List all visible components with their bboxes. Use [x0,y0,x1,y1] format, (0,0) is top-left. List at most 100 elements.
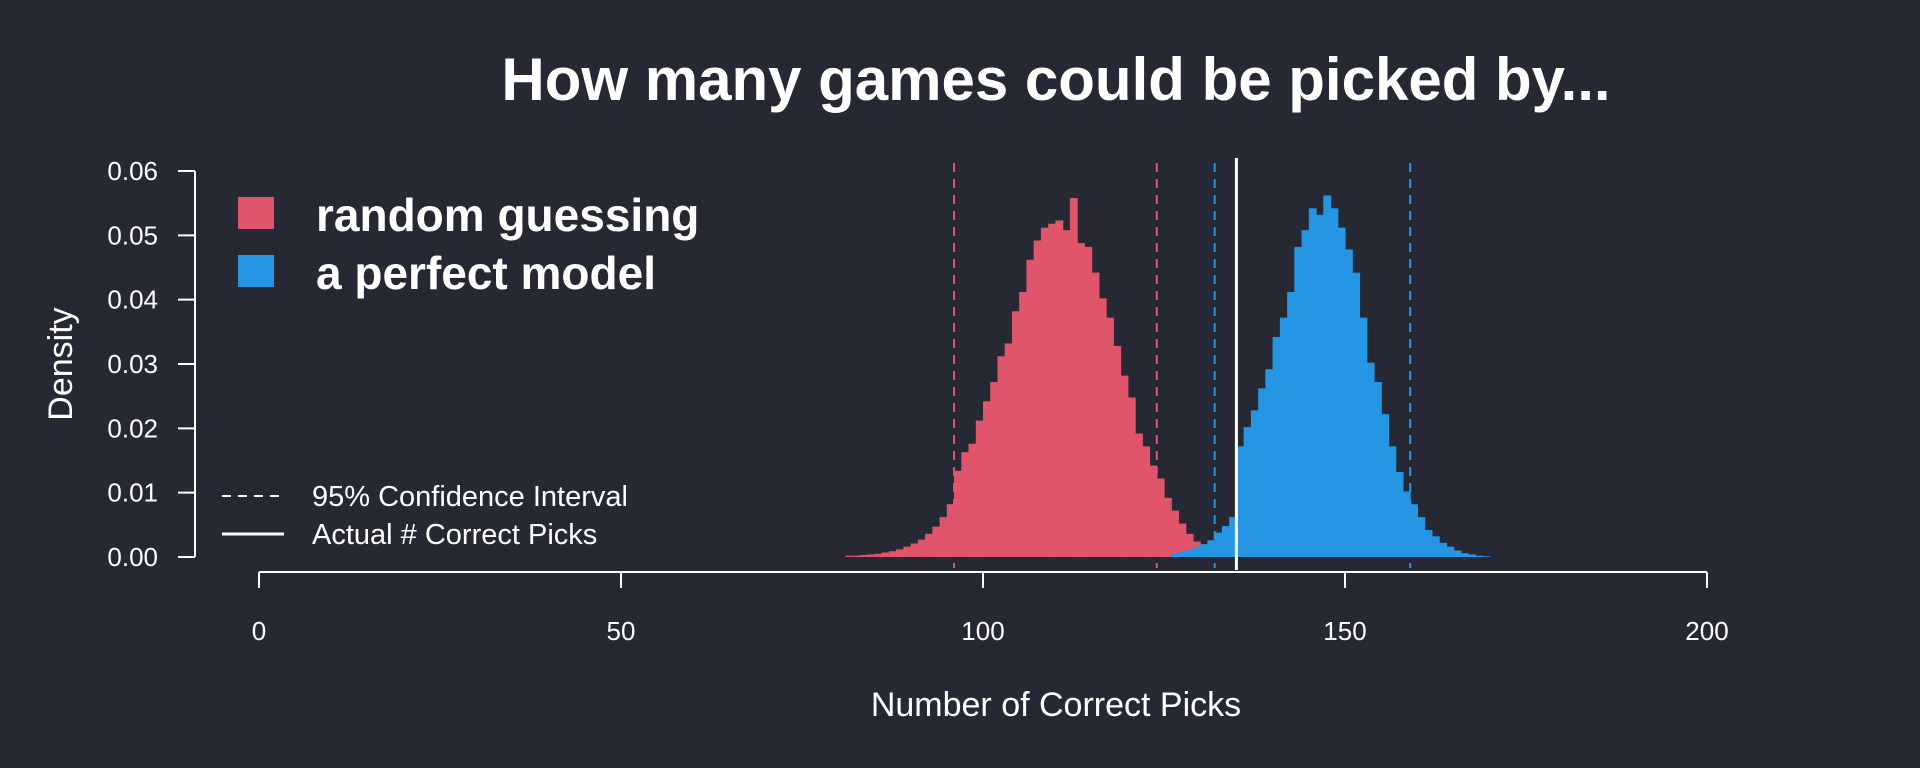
bar-a-perfect-model-159 [1410,504,1418,557]
bar-a-perfect-model-153 [1366,362,1375,557]
bar-random-guessing-108 [1040,227,1049,558]
bar-random-guessing-95 [946,504,955,557]
bar-random-guessing-97 [961,452,970,557]
bar-a-perfect-model-149 [1337,227,1346,558]
bar-a-perfect-model-164 [1446,546,1455,557]
x-axis: 0 50 100 150 200 [252,571,1729,646]
bar-a-perfect-model-128 [1185,549,1194,557]
bar-random-guessing-101 [990,382,999,557]
legend-series: random guessing a perfect model [238,189,699,299]
bar-a-perfect-model-130 [1200,544,1209,557]
bar-a-perfect-model-160 [1417,517,1426,557]
bar-a-perfect-model-142 [1287,291,1295,557]
y-tick-label: 0.01 [107,478,158,508]
bar-a-perfect-model-132 [1214,532,1223,557]
bar-random-guessing-82 [852,555,861,557]
legend-label-perfect-model: a perfect model [316,247,656,299]
legend-swatch-perfect-model [238,255,274,287]
bar-random-guessing-115 [1091,272,1100,557]
bar-a-perfect-model-146 [1316,214,1324,557]
bar-random-guessing-92 [925,533,933,557]
bar-random-guessing-121 [1135,433,1143,557]
bar-a-perfect-model-169 [1482,556,1491,557]
bar-a-perfect-model-144 [1301,230,1310,557]
bar-a-perfect-model-145 [1308,208,1317,557]
bar-a-perfect-model-151 [1352,272,1361,557]
bar-random-guessing-122 [1142,446,1151,557]
bar-random-guessing-127 [1178,523,1187,557]
bar-a-perfect-model-140 [1272,336,1281,557]
bar-a-perfect-model-137 [1250,410,1259,557]
reference-lines [953,158,1412,570]
bar-random-guessing-84 [867,554,875,557]
bar-a-perfect-model-150 [1345,249,1353,558]
bar-random-guessing-109 [1048,223,1056,557]
bar-random-guessing-90 [910,543,919,557]
x-tick-label: 0 [252,616,266,646]
bar-random-guessing-89 [903,546,912,557]
y-tick-label: 0.03 [107,349,158,379]
y-tick-label: 0.05 [107,220,158,250]
y-tick-label: 0.04 [107,285,158,315]
legend-label-ci: 95% Confidence Interval [312,481,628,513]
bar-a-perfect-model-158 [1402,491,1411,557]
bar-a-perfect-model-161 [1424,529,1433,557]
bar-random-guessing-126 [1171,510,1180,557]
bar-random-guessing-119 [1120,375,1129,557]
bar-random-guessing-104 [1011,311,1020,557]
bar-a-perfect-model-133 [1221,526,1230,557]
bar-a-perfect-model-126 [1171,553,1180,557]
bar-random-guessing-94 [939,517,948,557]
bar-random-guessing-116 [1098,298,1107,557]
bar-a-perfect-model-148 [1330,208,1339,557]
x-axis-label: Number of Correct Picks [871,686,1241,724]
bar-random-guessing-118 [1113,345,1122,557]
bar-random-guessing-83 [859,555,868,557]
bar-random-guessing-112 [1069,198,1078,557]
y-tick-label: 0.02 [107,413,158,443]
x-tick-label: 50 [607,616,636,646]
bar-a-perfect-model-167 [1468,554,1476,557]
bar-a-perfect-model-143 [1294,246,1303,557]
bar-random-guessing-99 [975,420,984,557]
bar-random-guessing-114 [1084,246,1093,557]
y-tick-label: 0.00 [107,542,158,572]
bar-a-perfect-model-162 [1431,536,1440,557]
bar-random-guessing-86 [881,552,890,557]
bar-a-perfect-model-131 [1207,540,1216,557]
bar-a-perfect-model-139 [1265,369,1274,557]
bar-a-perfect-model-127 [1178,551,1187,557]
bar-random-guessing-105 [1019,291,1028,557]
bar-random-guessing-128 [1185,533,1194,557]
bar-random-guessing-107 [1033,240,1042,558]
bar-a-perfect-model-136 [1243,427,1252,557]
bar-a-perfect-model-163 [1439,542,1447,557]
legend-swatch-random-guessing [238,197,274,229]
bar-random-guessing-93 [932,526,941,557]
bar-random-guessing-87 [888,551,897,557]
histogram-bars [845,195,1491,558]
bar-a-perfect-model-134 [1229,517,1237,557]
bar-a-perfect-model-141 [1279,317,1288,557]
y-axis: 0.00 0.01 0.02 0.03 0.04 0.05 0.06 [107,156,196,572]
bar-random-guessing-106 [1026,259,1035,557]
bar-random-guessing-85 [874,553,883,557]
bar-a-perfect-model-138 [1258,388,1266,557]
bar-a-perfect-model-129 [1192,546,1201,557]
bar-random-guessing-102 [997,356,1006,557]
bar-a-perfect-model-156 [1388,446,1397,557]
bar-random-guessing-125 [1164,497,1172,557]
bar-random-guessing-120 [1127,397,1136,557]
bar-a-perfect-model-166 [1460,553,1469,557]
bar-random-guessing-111 [1062,230,1071,557]
bar-a-perfect-model-152 [1359,317,1368,557]
y-axis-label: Density [42,307,80,420]
bar-random-guessing-117 [1106,317,1114,557]
y-tick-label: 0.06 [107,156,158,186]
bar-random-guessing-123 [1149,465,1158,557]
bar-random-guessing-103 [1004,343,1013,557]
bar-a-perfect-model-168 [1475,555,1484,557]
chart-title: How many games could be picked by... [501,46,1610,113]
bar-random-guessing-98 [968,443,977,557]
